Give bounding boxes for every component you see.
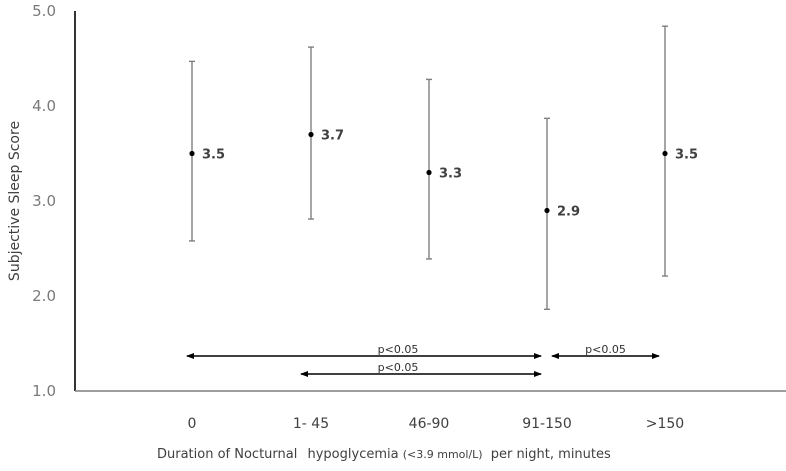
x-axis-label-hypo: hypoglycemia xyxy=(308,447,399,462)
data-label: 3.5 xyxy=(202,148,225,163)
y-tick-label: 1.0 xyxy=(32,382,56,400)
data-label: 3.7 xyxy=(321,129,344,144)
x-tick-label: 1- 45 xyxy=(293,416,329,432)
x-tick-label: >150 xyxy=(646,416,684,432)
data-label: 2.9 xyxy=(557,205,580,220)
y-tick-label: 5.0 xyxy=(32,2,56,20)
data-points: 3.5 3.7 3.3 2.9 3.5 xyxy=(189,129,698,220)
p-value-label: p<0.05 xyxy=(378,361,419,374)
data-point xyxy=(426,169,432,176)
y-axis: 1.0 2.0 3.0 4.0 5.0 xyxy=(32,2,76,400)
x-axis-label: Duration of Nocturnal hypoglycemia (<3.9… xyxy=(157,447,611,462)
y-axis-label: Subjective Sleep Score xyxy=(7,121,23,281)
x-axis-label-unit: (<3.9 mmol/L) xyxy=(403,448,483,461)
data-label: 3.3 xyxy=(439,167,462,182)
y-tick-label: 3.0 xyxy=(32,192,56,210)
x-tick-label: 0 xyxy=(188,416,197,432)
x-axis-label-main: Duration of Nocturnal xyxy=(157,447,297,462)
significance-annotations: p<0.05 p<0.05 p<0.05 xyxy=(186,343,660,377)
data-point xyxy=(544,207,550,214)
p-value-label: p<0.05 xyxy=(378,343,419,356)
x-axis: 0 1- 45 46-90 91-150 >150 xyxy=(75,390,786,432)
data-point xyxy=(662,150,668,157)
y-tick-label: 4.0 xyxy=(32,97,56,115)
x-tick-label: 46-90 xyxy=(409,416,450,432)
x-axis-label-tail: per night, minutes xyxy=(491,447,611,462)
data-point xyxy=(189,150,195,157)
y-tick-label: 2.0 xyxy=(32,287,56,305)
data-point xyxy=(308,131,314,138)
x-tick-label: 91-150 xyxy=(522,416,572,432)
p-value-label: p<0.05 xyxy=(585,343,626,356)
error-bars xyxy=(189,25,668,310)
data-label: 3.5 xyxy=(675,148,698,163)
